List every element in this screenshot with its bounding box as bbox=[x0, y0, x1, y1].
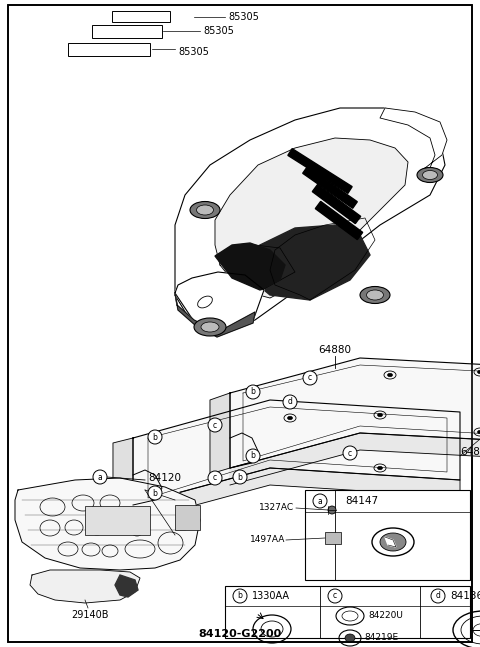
Text: 1327AC: 1327AC bbox=[259, 503, 294, 512]
Ellipse shape bbox=[367, 290, 384, 300]
Bar bbox=[112, 11, 170, 22]
Text: 84136: 84136 bbox=[450, 591, 480, 601]
Circle shape bbox=[283, 395, 297, 409]
Polygon shape bbox=[133, 400, 460, 505]
Circle shape bbox=[343, 446, 357, 460]
Polygon shape bbox=[312, 184, 360, 224]
Text: 85305: 85305 bbox=[203, 26, 234, 36]
Circle shape bbox=[148, 430, 162, 444]
Polygon shape bbox=[303, 167, 357, 208]
Polygon shape bbox=[230, 358, 480, 468]
Polygon shape bbox=[133, 468, 460, 522]
Circle shape bbox=[246, 385, 260, 399]
Text: c: c bbox=[348, 448, 352, 457]
Bar bbox=[175, 505, 200, 530]
Circle shape bbox=[148, 486, 162, 500]
Bar bbox=[305, 490, 470, 580]
Circle shape bbox=[431, 589, 445, 603]
Text: 29140B: 29140B bbox=[71, 610, 109, 620]
Circle shape bbox=[328, 589, 342, 603]
Text: 85305: 85305 bbox=[178, 47, 209, 57]
Polygon shape bbox=[175, 272, 264, 333]
Circle shape bbox=[328, 506, 336, 514]
Text: b: b bbox=[153, 432, 157, 441]
Text: c: c bbox=[308, 373, 312, 382]
Text: d: d bbox=[435, 591, 441, 600]
Text: 1497AA: 1497AA bbox=[250, 536, 285, 545]
Polygon shape bbox=[15, 478, 200, 570]
Ellipse shape bbox=[345, 634, 355, 642]
Polygon shape bbox=[215, 243, 285, 290]
Polygon shape bbox=[215, 138, 408, 298]
Polygon shape bbox=[385, 537, 396, 547]
Text: a: a bbox=[97, 472, 102, 481]
Polygon shape bbox=[240, 225, 370, 300]
Polygon shape bbox=[380, 108, 447, 168]
Polygon shape bbox=[210, 393, 230, 474]
Ellipse shape bbox=[288, 416, 292, 420]
Polygon shape bbox=[175, 108, 445, 335]
Ellipse shape bbox=[194, 318, 226, 336]
Text: 84219E: 84219E bbox=[364, 633, 398, 642]
Ellipse shape bbox=[377, 413, 383, 417]
Circle shape bbox=[233, 470, 247, 484]
Text: c: c bbox=[213, 421, 217, 430]
Text: b: b bbox=[251, 452, 255, 461]
Ellipse shape bbox=[190, 201, 220, 219]
Circle shape bbox=[208, 418, 222, 432]
Polygon shape bbox=[288, 149, 352, 193]
Ellipse shape bbox=[360, 287, 390, 303]
Text: 84147: 84147 bbox=[345, 496, 378, 506]
Bar bbox=[68, 43, 150, 56]
Text: 84220U: 84220U bbox=[368, 611, 403, 620]
Polygon shape bbox=[115, 575, 138, 597]
Text: b: b bbox=[238, 472, 242, 481]
Circle shape bbox=[313, 494, 327, 508]
Bar bbox=[85, 506, 150, 535]
Polygon shape bbox=[217, 245, 295, 290]
Text: 64880: 64880 bbox=[319, 345, 351, 355]
Ellipse shape bbox=[201, 322, 219, 332]
Bar bbox=[225, 586, 470, 638]
Text: c: c bbox=[333, 591, 337, 600]
Bar bbox=[325, 532, 341, 544]
Text: b: b bbox=[251, 388, 255, 397]
Ellipse shape bbox=[478, 430, 480, 433]
Ellipse shape bbox=[387, 373, 393, 377]
Text: 84120: 84120 bbox=[148, 473, 181, 483]
Polygon shape bbox=[315, 201, 363, 239]
Circle shape bbox=[303, 371, 317, 385]
Text: 84120-G2200: 84120-G2200 bbox=[198, 629, 282, 639]
Ellipse shape bbox=[196, 205, 214, 215]
Text: b: b bbox=[238, 591, 242, 600]
Ellipse shape bbox=[417, 168, 443, 182]
Text: d: d bbox=[288, 397, 292, 406]
Polygon shape bbox=[175, 293, 255, 337]
Polygon shape bbox=[113, 438, 133, 510]
Text: c: c bbox=[213, 474, 217, 483]
Text: a: a bbox=[318, 496, 323, 505]
Ellipse shape bbox=[198, 296, 212, 308]
Text: b: b bbox=[153, 488, 157, 498]
Ellipse shape bbox=[380, 533, 406, 551]
Polygon shape bbox=[30, 570, 140, 603]
Circle shape bbox=[93, 470, 107, 484]
Polygon shape bbox=[230, 433, 480, 485]
Text: 1330AA: 1330AA bbox=[252, 591, 290, 601]
Circle shape bbox=[208, 471, 222, 485]
Bar bbox=[92, 25, 162, 38]
Text: 64880Z: 64880Z bbox=[460, 447, 480, 457]
Text: 85305: 85305 bbox=[228, 12, 259, 22]
Ellipse shape bbox=[478, 370, 480, 374]
Circle shape bbox=[233, 589, 247, 603]
Ellipse shape bbox=[422, 171, 437, 179]
Circle shape bbox=[246, 449, 260, 463]
Ellipse shape bbox=[377, 466, 383, 470]
